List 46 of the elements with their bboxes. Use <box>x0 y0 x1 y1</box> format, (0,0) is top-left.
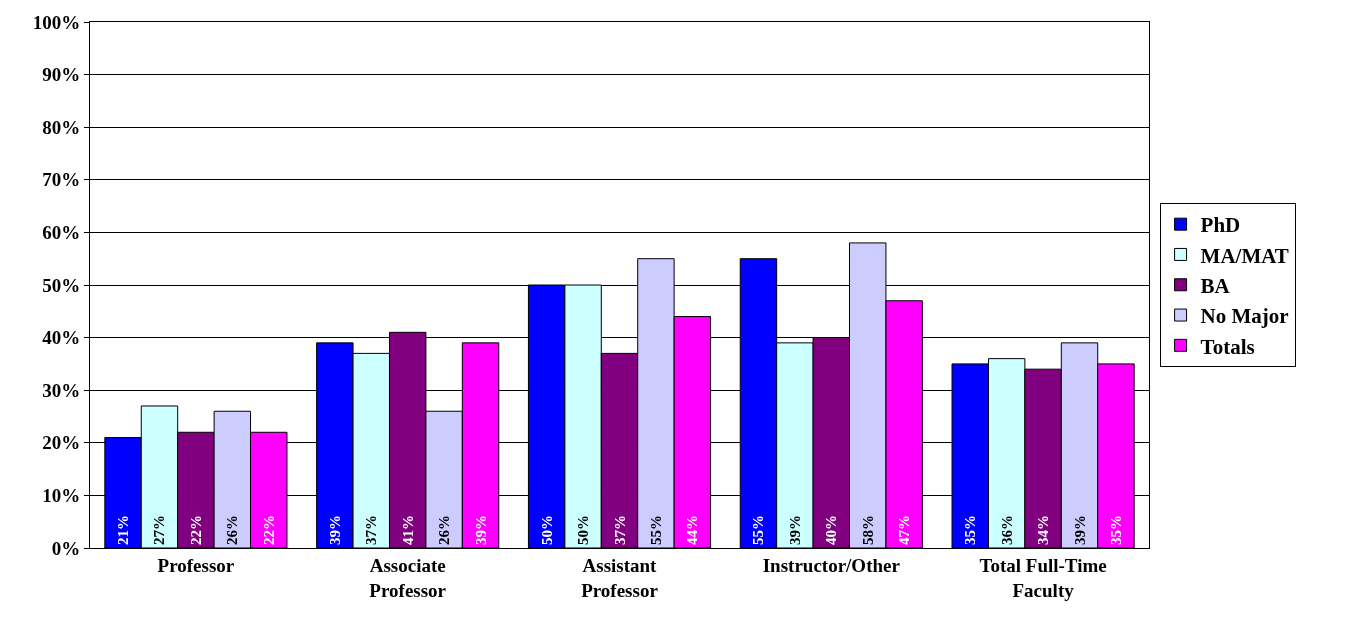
y-tick-label: 50% <box>42 274 81 296</box>
data-label: 39% <box>326 515 343 545</box>
y-tick-label: 60% <box>42 222 81 244</box>
y-tick-label: 10% <box>42 485 81 507</box>
data-label: 50% <box>575 515 592 545</box>
x-tick-label: Instructor/Other <box>762 554 901 576</box>
x-tick-label: Associate Professor <box>369 554 447 601</box>
data-label: 22% <box>187 515 204 545</box>
legend-label: Totals <box>1200 334 1255 359</box>
legend-label: MA/MAT <box>1200 243 1289 268</box>
y-tick-label: 90% <box>42 64 81 86</box>
legend-label: No Major <box>1200 304 1289 329</box>
data-label: 37% <box>363 515 380 545</box>
x-tick-label: Total Full-Time Faculty <box>979 554 1107 601</box>
data-label: 35% <box>1107 515 1124 545</box>
data-label: 55% <box>750 515 767 545</box>
legend-label: PhD <box>1200 213 1241 238</box>
data-label: 34% <box>1035 515 1052 545</box>
y-tick-label: 100% <box>32 11 81 33</box>
data-label: 39% <box>472 515 489 545</box>
y-tick-label: 20% <box>42 432 81 454</box>
data-label: 55% <box>647 515 664 545</box>
data-label: 39% <box>786 515 803 545</box>
data-label: 26% <box>436 515 453 545</box>
x-tick-label: Assistant Professor <box>581 554 659 601</box>
y-tick-label: 70% <box>42 169 81 191</box>
data-label: 44% <box>684 515 701 545</box>
data-label: 27% <box>151 515 168 545</box>
y-tick-label: 0% <box>51 537 81 559</box>
data-label: 36% <box>998 515 1015 545</box>
y-tick-label: 40% <box>42 327 81 349</box>
data-label: 21% <box>115 515 132 545</box>
data-label: 41% <box>399 515 416 545</box>
legend-label: BA <box>1200 273 1231 298</box>
y-tick-label: 80% <box>42 116 81 138</box>
data-label: 58% <box>859 515 876 545</box>
data-label: 35% <box>962 515 979 545</box>
x-tick-label: Professor <box>157 554 235 576</box>
data-label: 50% <box>538 515 555 545</box>
data-label: 40% <box>823 515 840 545</box>
y-tick-label: 30% <box>42 379 81 401</box>
data-label: 26% <box>224 515 241 545</box>
data-label: 22% <box>260 515 277 545</box>
data-label: 39% <box>1071 515 1088 545</box>
data-label: 47% <box>896 515 913 545</box>
data-label: 37% <box>611 515 628 545</box>
